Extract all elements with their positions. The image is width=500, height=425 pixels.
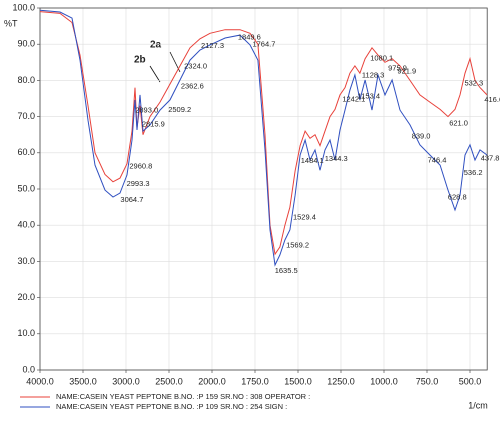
peak-label: 1128.3 (362, 70, 384, 79)
peak-label: 2993.3 (127, 179, 150, 188)
peak-label: 437.8 (481, 153, 500, 162)
peak-label: 628.8 (448, 193, 467, 202)
y-tick-label: 80.0 (17, 75, 35, 85)
peak-label: 2324.0 (184, 61, 207, 70)
x-tick-label: 500.0 (459, 376, 482, 386)
y-tick-label: 90.0 (17, 39, 35, 49)
x-tick-label: 1250.0 (327, 376, 355, 386)
x-tick-label: 1750.0 (241, 376, 269, 386)
peak-label: 1529.4 (293, 213, 316, 222)
y-tick-label: 100.0 (12, 2, 35, 12)
x-tick-label: 2000.0 (198, 376, 226, 386)
peak-label: 1569.2 (286, 241, 309, 250)
x-tick-label: 3500.0 (69, 376, 97, 386)
peak-label: 1080.1 (370, 54, 393, 63)
peak-label: 746.4 (428, 156, 447, 165)
y-tick-label: 0.0 (22, 364, 35, 374)
peak-label: 536.2 (464, 168, 483, 177)
y-tick-label: 10.0 (17, 328, 35, 338)
spectrum-line (39, 11, 488, 256)
peak-label: 2362.6 (181, 81, 204, 90)
peak-label: 2127.3 (201, 41, 224, 50)
annotation-pointer (149, 65, 161, 83)
x-tick-label: 1000.0 (370, 376, 398, 386)
y-tick-label: 40.0 (17, 220, 35, 230)
y-tick-label: 30.0 (17, 256, 35, 266)
peak-label: 1153.4 (358, 91, 380, 100)
peak-label: 1242.1 (342, 94, 365, 103)
peak-label: 975.9 (388, 64, 407, 73)
x-tick-label: 1500.0 (284, 376, 312, 386)
spectrum-line (39, 9, 488, 267)
peak-label: 2815.9 (142, 120, 165, 129)
y-tick-label: 70.0 (17, 111, 35, 121)
peak-label: 1849.6 (238, 33, 261, 42)
x-tick-label: 4000.0 (26, 376, 54, 386)
peak-label: 921.9 (397, 67, 416, 76)
y-tick-label: 50.0 (17, 183, 35, 193)
annotation: 2a (150, 40, 162, 51)
peak-label: 3064.7 (120, 195, 143, 204)
peak-label: 1484.1 (301, 156, 324, 165)
x-tick-label: 3000.0 (112, 376, 140, 386)
peak-label: 2893.0 (135, 106, 158, 115)
y-tick-label: 60.0 (17, 147, 35, 157)
peak-label: 2509.2 (168, 105, 191, 114)
x-axis-label: 1/cm (468, 400, 488, 410)
legend-label: NAME:CASEIN YEAST PEPTONE B.NO. :P 159 S… (56, 392, 310, 401)
peak-label: 1764.7 (252, 40, 275, 49)
peak-label: 532.3 (464, 79, 483, 88)
y-tick-label: 20.0 (17, 292, 35, 302)
annotation: 2b (134, 55, 146, 66)
peak-label: 621.0 (449, 118, 468, 127)
peak-label: 416.6 (484, 95, 500, 104)
plot-frame (39, 7, 488, 371)
x-tick-label: 750.0 (416, 376, 439, 386)
y-axis-label: %T (4, 18, 18, 28)
legend-label: NAME:CASEIN YEAST PEPTONE B.NO. :P 109 S… (56, 402, 287, 411)
peak-label: 1344.3 (325, 154, 348, 163)
peak-label: 2960.8 (129, 162, 152, 171)
x-tick-label: 2500.0 (155, 376, 183, 386)
peak-label: 839.0 (412, 131, 431, 140)
peak-label: 1635.5 (275, 266, 298, 275)
